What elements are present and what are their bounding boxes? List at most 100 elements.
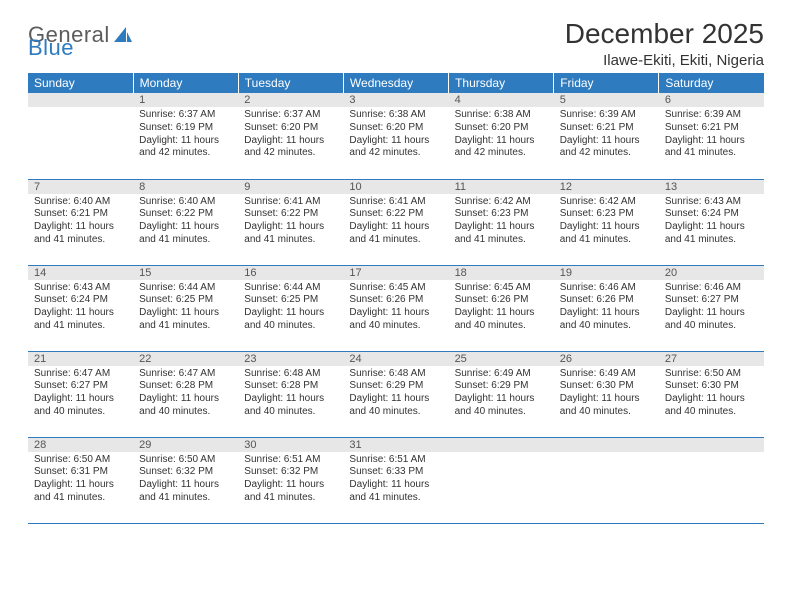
day-detail: Sunrise: 6:45 AMSunset: 6:26 PMDaylight:… <box>343 280 448 335</box>
day-number: 25 <box>449 352 554 366</box>
sunrise-text: Sunrise: 6:50 AM <box>665 368 758 381</box>
sunset-text: Sunset: 6:19 PM <box>139 122 232 135</box>
calendar-day-cell: 20Sunrise: 6:46 AMSunset: 6:27 PMDayligh… <box>659 265 764 351</box>
weekday-header: Thursday <box>449 73 554 93</box>
day-detail: Sunrise: 6:37 AMSunset: 6:19 PMDaylight:… <box>133 107 238 162</box>
daylight-text: Daylight: 11 hours and 41 minutes. <box>34 221 127 247</box>
day-number: 8 <box>133 180 238 194</box>
day-number: 21 <box>28 352 133 366</box>
sunset-text: Sunset: 6:21 PM <box>665 122 758 135</box>
daylight-text: Daylight: 11 hours and 41 minutes. <box>665 221 758 247</box>
sunrise-text: Sunrise: 6:37 AM <box>244 109 337 122</box>
day-detail: Sunrise: 6:51 AMSunset: 6:32 PMDaylight:… <box>238 452 343 507</box>
day-number: 4 <box>449 93 554 107</box>
day-detail: Sunrise: 6:39 AMSunset: 6:21 PMDaylight:… <box>659 107 764 162</box>
sunset-text: Sunset: 6:29 PM <box>455 380 548 393</box>
calendar-table: Sunday Monday Tuesday Wednesday Thursday… <box>28 73 764 524</box>
sunset-text: Sunset: 6:22 PM <box>349 208 442 221</box>
calendar-day-cell: 18Sunrise: 6:45 AMSunset: 6:26 PMDayligh… <box>449 265 554 351</box>
calendar-day-cell <box>28 93 133 179</box>
brand-line2: Blue <box>28 35 764 61</box>
daylight-text: Daylight: 11 hours and 41 minutes. <box>244 479 337 505</box>
day-detail: Sunrise: 6:47 AMSunset: 6:28 PMDaylight:… <box>133 366 238 421</box>
sunrise-text: Sunrise: 6:48 AM <box>244 368 337 381</box>
day-detail: Sunrise: 6:41 AMSunset: 6:22 PMDaylight:… <box>238 194 343 249</box>
sunset-text: Sunset: 6:26 PM <box>560 294 653 307</box>
sunset-text: Sunset: 6:27 PM <box>34 380 127 393</box>
sunset-text: Sunset: 6:28 PM <box>139 380 232 393</box>
sunrise-text: Sunrise: 6:51 AM <box>349 454 442 467</box>
weekday-header: Tuesday <box>238 73 343 93</box>
sunrise-text: Sunrise: 6:51 AM <box>244 454 337 467</box>
calendar-day-cell: 4 Sunrise: 6:38 AMSunset: 6:20 PMDaylight… <box>449 93 554 179</box>
weekday-header: Sunday <box>28 73 133 93</box>
daylight-text: Daylight: 11 hours and 41 minutes. <box>455 221 548 247</box>
day-number: 30 <box>238 438 343 452</box>
weekday-header: Monday <box>133 73 238 93</box>
calendar-day-cell: 21Sunrise: 6:47 AMSunset: 6:27 PMDayligh… <box>28 351 133 437</box>
daylight-text: Daylight: 11 hours and 41 minutes. <box>139 307 232 333</box>
sunset-text: Sunset: 6:31 PM <box>34 466 127 479</box>
calendar-day-cell: 27Sunrise: 6:50 AMSunset: 6:30 PMDayligh… <box>659 351 764 437</box>
calendar-day-cell: 2Sunrise: 6:37 AMSunset: 6:20 PMDaylight… <box>238 93 343 179</box>
daylight-text: Daylight: 11 hours and 42 minutes. <box>455 135 548 161</box>
day-detail: Sunrise: 6:42 AMSunset: 6:23 PMDaylight:… <box>554 194 659 249</box>
day-detail: Sunrise: 6:44 AMSunset: 6:25 PMDaylight:… <box>133 280 238 335</box>
sunset-text: Sunset: 6:23 PM <box>455 208 548 221</box>
calendar-week-row: 1Sunrise: 6:37 AMSunset: 6:19 PMDaylight… <box>28 93 764 179</box>
calendar-day-cell: 19 Sunrise: 6:46 AMSunset: 6:26 PMDayligh… <box>554 265 659 351</box>
daylight-text: Daylight: 11 hours and 41 minutes. <box>349 479 442 505</box>
day-number <box>449 438 554 452</box>
day-number: 7 <box>28 180 133 194</box>
day-number: 6 <box>659 93 764 107</box>
sunrise-text: Sunrise: 6:47 AM <box>139 368 232 381</box>
day-number: 23 <box>238 352 343 366</box>
day-number: 28 <box>28 438 133 452</box>
sunset-text: Sunset: 6:24 PM <box>665 208 758 221</box>
day-detail: Sunrise: 6:47 AMSunset: 6:27 PMDaylight:… <box>28 366 133 421</box>
weekday-header: Saturday <box>659 73 764 93</box>
sunrise-text: Sunrise: 6:46 AM <box>560 282 653 295</box>
calendar-week-row: 14Sunrise: 6:43 AMSunset: 6:24 PMDayligh… <box>28 265 764 351</box>
day-number: 19 <box>554 266 659 280</box>
calendar-day-cell: 7Sunrise: 6:40 AMSunset: 6:21 PMDaylight… <box>28 179 133 265</box>
day-number: 24 <box>343 352 448 366</box>
day-number: 5 <box>554 93 659 107</box>
sunset-text: Sunset: 6:25 PM <box>244 294 337 307</box>
daylight-text: Daylight: 11 hours and 41 minutes. <box>139 221 232 247</box>
sunrise-text: Sunrise: 6:45 AM <box>455 282 548 295</box>
sunrise-text: Sunrise: 6:37 AM <box>139 109 232 122</box>
daylight-text: Daylight: 11 hours and 40 minutes. <box>560 307 653 333</box>
sunset-text: Sunset: 6:23 PM <box>560 208 653 221</box>
daylight-text: Daylight: 11 hours and 41 minutes. <box>34 479 127 505</box>
day-number: 22 <box>133 352 238 366</box>
sunset-text: Sunset: 6:32 PM <box>244 466 337 479</box>
calendar-day-cell: 23Sunrise: 6:48 AMSunset: 6:28 PMDayligh… <box>238 351 343 437</box>
sunset-text: Sunset: 6:27 PM <box>665 294 758 307</box>
day-number <box>28 93 133 107</box>
sunrise-text: Sunrise: 6:47 AM <box>34 368 127 381</box>
sunrise-text: Sunrise: 6:38 AM <box>455 109 548 122</box>
calendar-week-row: 28Sunrise: 6:50 AMSunset: 6:31 PMDayligh… <box>28 437 764 523</box>
day-detail: Sunrise: 6:45 AMSunset: 6:26 PMDaylight:… <box>449 280 554 335</box>
calendar-day-cell <box>554 437 659 523</box>
day-detail: Sunrise: 6:44 AMSunset: 6:25 PMDaylight:… <box>238 280 343 335</box>
day-detail: Sunrise: 6:49 AMSunset: 6:29 PMDaylight:… <box>449 366 554 421</box>
calendar-day-cell: 12Sunrise: 6:42 AMSunset: 6:23 PMDayligh… <box>554 179 659 265</box>
day-number: 12 <box>554 180 659 194</box>
sunset-text: Sunset: 6:26 PM <box>455 294 548 307</box>
day-number: 18 <box>449 266 554 280</box>
calendar-day-cell: 28Sunrise: 6:50 AMSunset: 6:31 PMDayligh… <box>28 437 133 523</box>
sunrise-text: Sunrise: 6:43 AM <box>665 196 758 209</box>
day-detail: Sunrise: 6:50 AMSunset: 6:32 PMDaylight:… <box>133 452 238 507</box>
calendar-day-cell: 24Sunrise: 6:48 AMSunset: 6:29 PMDayligh… <box>343 351 448 437</box>
sunrise-text: Sunrise: 6:39 AM <box>665 109 758 122</box>
calendar-day-cell: 16Sunrise: 6:44 AMSunset: 6:25 PMDayligh… <box>238 265 343 351</box>
day-number: 2 <box>238 93 343 107</box>
calendar-day-cell: 30Sunrise: 6:51 AMSunset: 6:32 PMDayligh… <box>238 437 343 523</box>
sunset-text: Sunset: 6:20 PM <box>455 122 548 135</box>
day-number: 16 <box>238 266 343 280</box>
day-detail: Sunrise: 6:38 AMSunset: 6:20 PMDaylight:… <box>343 107 448 162</box>
day-number: 10 <box>343 180 448 194</box>
day-number: 17 <box>343 266 448 280</box>
